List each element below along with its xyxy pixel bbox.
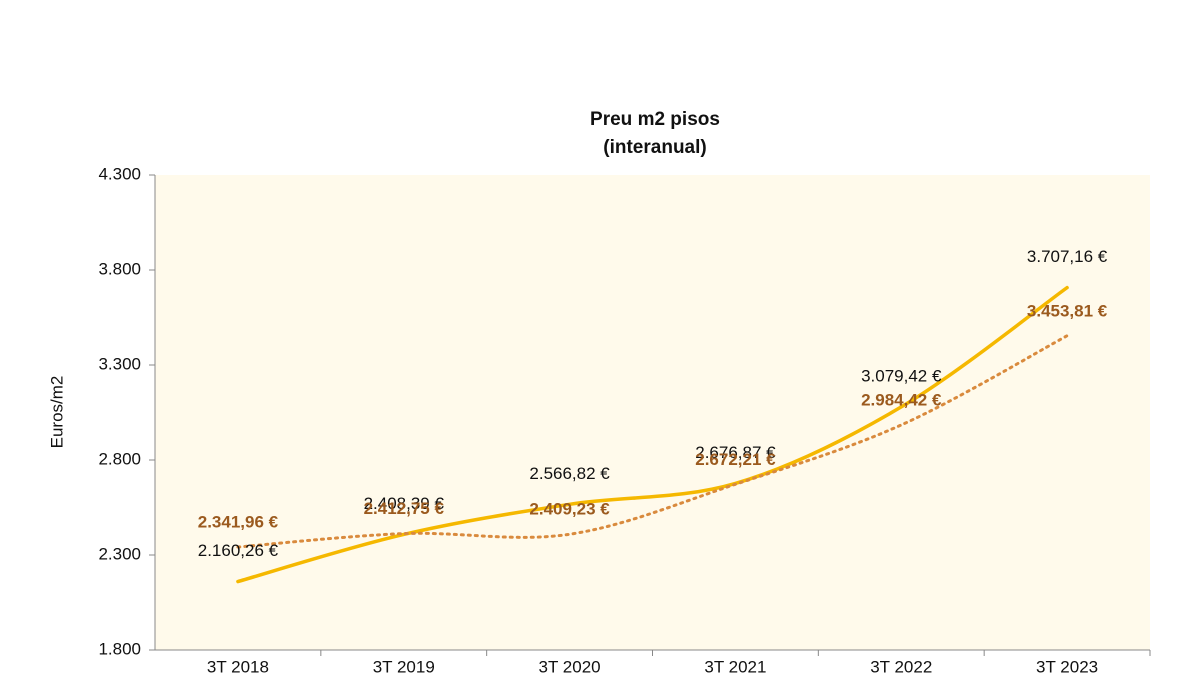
data-label: 2.409,23 €	[529, 500, 610, 519]
data-label: 3.453,81 €	[1027, 301, 1108, 320]
x-tick-label: 3T 2022	[870, 657, 932, 675]
data-label: 2.412,75 €	[364, 499, 445, 518]
data-label: 2.566,82 €	[529, 464, 610, 483]
y-tick-label: 4.300	[98, 164, 141, 183]
y-axis-label: Euros/m2	[47, 376, 66, 449]
y-tick-label: 3.300	[98, 354, 141, 373]
line-series	[236, 285, 1069, 584]
y-tick-label: 2.800	[98, 449, 141, 468]
y-tick-label: 3.800	[98, 259, 141, 278]
x-tick-label: 3T 2019	[373, 657, 435, 675]
data-label: 2.672,21 €	[695, 450, 776, 469]
data-label: 2.408,39 €	[364, 494, 445, 513]
chart-subtitle: (interanual)	[603, 137, 706, 158]
line-series	[236, 334, 1069, 549]
y-tick-label: 1.800	[98, 639, 141, 658]
data-label: 2.676,87 €	[695, 443, 776, 462]
x-tick-label: 3T 2023	[1036, 657, 1098, 675]
data-label: 3.079,42 €	[861, 366, 942, 385]
x-tick-label: 3T 2018	[207, 657, 269, 675]
y-tick-label: 2.300	[98, 544, 141, 563]
x-tick-label: 3T 2021	[704, 657, 766, 675]
data-label: 2.341,96 €	[198, 513, 279, 532]
plot-area	[155, 175, 1150, 650]
data-label: 3.707,16 €	[1027, 247, 1108, 266]
data-label: 2.160,26 €	[198, 541, 279, 560]
x-tick-label: 3T 2020	[539, 657, 601, 675]
data-label: 2.984,42 €	[861, 390, 942, 409]
chart-title: Preu m2 pisos	[590, 109, 720, 130]
